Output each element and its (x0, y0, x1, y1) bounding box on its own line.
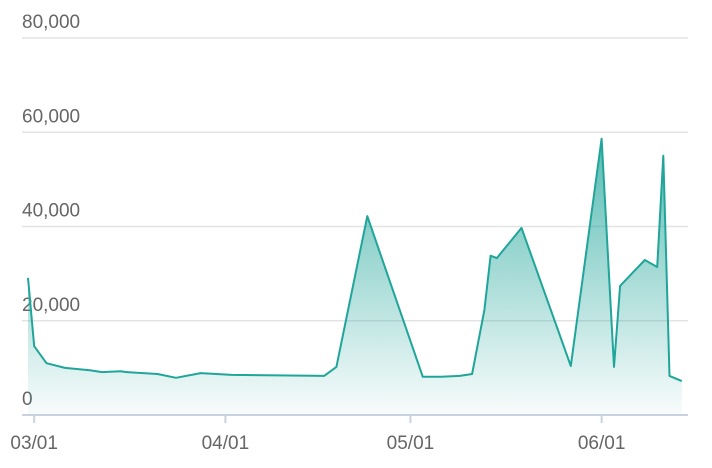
x-tick-label: 04/01 (202, 433, 250, 454)
y-tick-label: 60,000 (22, 106, 80, 127)
area-line (27, 137, 683, 383)
y-tick-label: 80,000 (22, 12, 80, 33)
x-tick-label: 03/01 (10, 433, 58, 454)
x-tick-label: 05/01 (387, 433, 435, 454)
y-tick-label: 40,000 (22, 201, 80, 222)
x-tick-label: 06/01 (578, 433, 626, 454)
y-tick-label: 0 (22, 389, 33, 410)
y-tick-label: 20,000 (22, 295, 80, 316)
